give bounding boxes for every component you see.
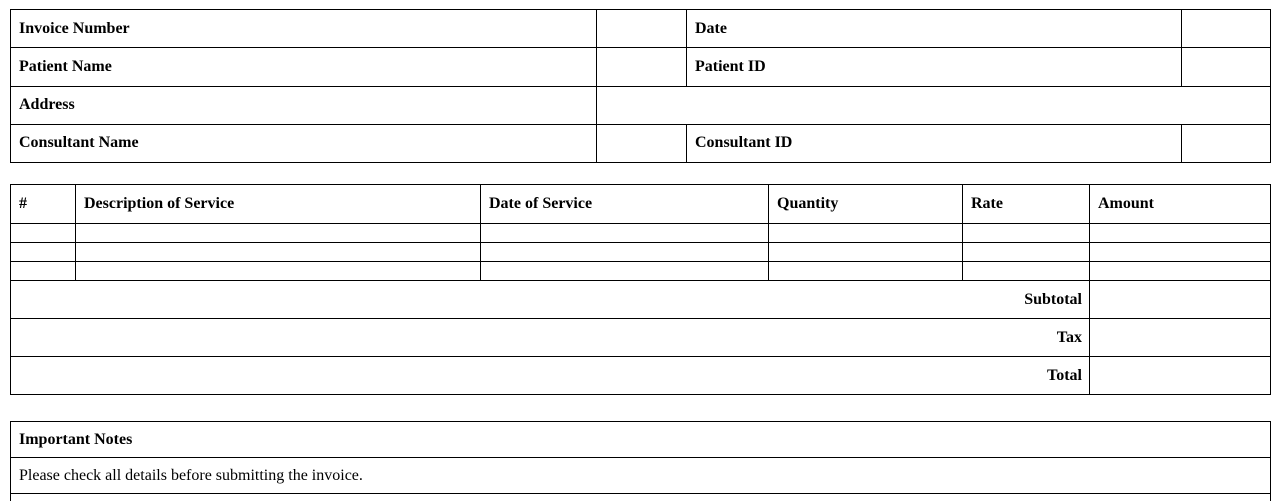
address-label: Address [10, 85, 597, 125]
consultant-name-label: Consultant Name [10, 123, 597, 164]
address-row: Address [10, 85, 1271, 125]
consultant-name-value-cell [596, 123, 687, 164]
patient-id-value-cell [1181, 47, 1271, 87]
service-amount-cell [1089, 261, 1271, 281]
service-number-cell [10, 223, 76, 243]
service-amount-cell [1089, 242, 1271, 262]
notes-message-row: Please check all details before submitti… [10, 457, 1271, 494]
service-date-cell [480, 261, 769, 281]
tax-label: Tax [10, 318, 1090, 357]
service-amount-cell [1089, 223, 1271, 243]
notes-extra-row [10, 493, 1271, 501]
subtotal-amount-cell [1089, 280, 1271, 319]
service-rate-cell [962, 242, 1090, 262]
col-header-amount: Amount [1089, 184, 1271, 224]
invoice-number-row: Invoice Number Date [10, 8, 1271, 49]
col-header-date-of-service: Date of Service [480, 184, 769, 224]
notes-title-row: Important Notes [10, 421, 1271, 458]
notes-message: Please check all details before submitti… [10, 457, 1271, 494]
service-number-cell [10, 261, 76, 281]
service-description-cell [75, 261, 481, 281]
address-value-cell [596, 85, 1271, 125]
consultant-id-label: Consultant ID [686, 123, 1182, 164]
patient-id-label: Patient ID [686, 47, 1182, 87]
service-quantity-cell [768, 242, 963, 262]
service-date-cell [480, 242, 769, 262]
service-row [10, 261, 1271, 281]
service-date-cell [480, 223, 769, 243]
notes-extra-cell [10, 493, 1271, 501]
total-label: Total [10, 356, 1090, 395]
invoice-details-table: Invoice Number Date Patient Name Patient… [10, 8, 1271, 164]
tax-row: Tax [10, 318, 1271, 357]
service-quantity-cell [768, 261, 963, 281]
subtotal-label: Subtotal [10, 280, 1090, 319]
patient-row: Patient Name Patient ID [10, 47, 1271, 87]
service-quantity-cell [768, 223, 963, 243]
invoice-number-label: Invoice Number [10, 8, 597, 49]
service-row [10, 242, 1271, 262]
service-row [10, 223, 1271, 243]
tax-amount-cell [1089, 318, 1271, 357]
notes-section: Important Notes Please check all details… [10, 421, 1271, 501]
date-value-cell [1181, 8, 1271, 49]
consultant-row: Consultant Name Consultant ID [10, 123, 1271, 164]
service-rate-cell [962, 261, 1090, 281]
invoice-number-value-cell [596, 8, 687, 49]
col-header-quantity: Quantity [768, 184, 963, 224]
total-amount-cell [1089, 356, 1271, 395]
consultant-id-value-cell [1181, 123, 1271, 164]
date-label: Date [686, 8, 1182, 49]
col-header-rate: Rate [962, 184, 1090, 224]
services-table: # Description of Service Date of Service… [10, 184, 1271, 395]
subtotal-row: Subtotal [10, 280, 1271, 319]
services-header-row: # Description of Service Date of Service… [10, 184, 1271, 224]
patient-name-value-cell [596, 47, 687, 87]
col-header-description: Description of Service [75, 184, 481, 224]
service-number-cell [10, 242, 76, 262]
service-rate-cell [962, 223, 1090, 243]
service-description-cell [75, 223, 481, 243]
col-header-number: # [10, 184, 76, 224]
total-row: Total [10, 356, 1271, 395]
notes-title: Important Notes [10, 421, 1271, 458]
patient-name-label: Patient Name [10, 47, 597, 87]
service-description-cell [75, 242, 481, 262]
